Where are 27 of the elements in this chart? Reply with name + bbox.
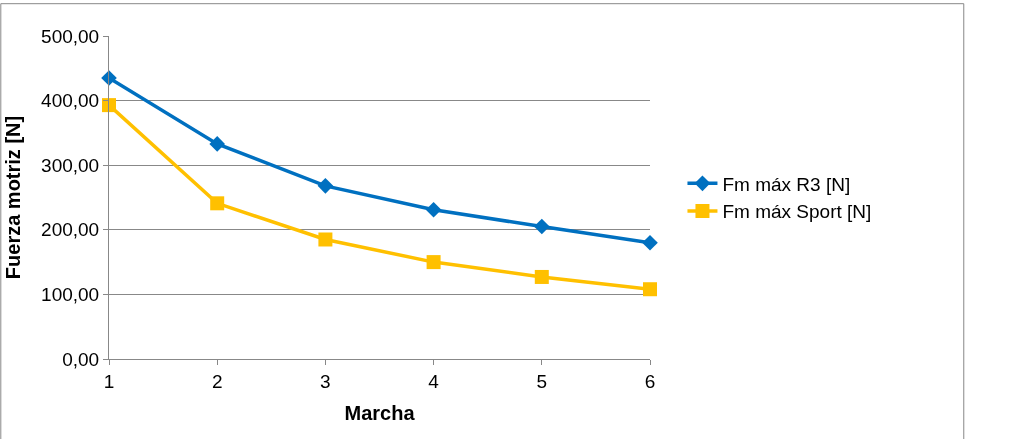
y-tick-label: 500,00	[41, 25, 100, 47]
x-tick-label: 4	[428, 370, 440, 392]
point	[534, 269, 549, 284]
legend-label: Fm máx R3 [N]	[722, 173, 851, 195]
point	[426, 255, 441, 270]
y-tick-label: 100,00	[41, 284, 100, 306]
y-tick-label: 0,00	[62, 348, 100, 370]
point	[210, 196, 225, 211]
y-axis-title: Fuerza motriz [N]	[1, 115, 24, 280]
point	[643, 282, 657, 297]
x-tick-label: 6	[644, 370, 656, 392]
point	[534, 218, 550, 235]
x-tick-label: 3	[320, 370, 331, 392]
x-tick-label: 5	[536, 370, 548, 392]
y-tick-label: 400,00	[41, 90, 100, 112]
point	[318, 232, 333, 247]
point	[425, 201, 442, 218]
point	[317, 178, 334, 194]
point	[102, 98, 116, 113]
x-axis-title: Marcha	[344, 402, 416, 425]
y-tick-label: 300,00	[41, 154, 100, 176]
x-tick-label: 1	[103, 370, 115, 392]
point	[642, 234, 658, 251]
x-tick-label: 2	[211, 370, 223, 392]
y-tick-label: 200,00	[41, 219, 100, 241]
legend-label: Fm máx Sport [N]	[722, 201, 872, 223]
point	[209, 136, 225, 152]
